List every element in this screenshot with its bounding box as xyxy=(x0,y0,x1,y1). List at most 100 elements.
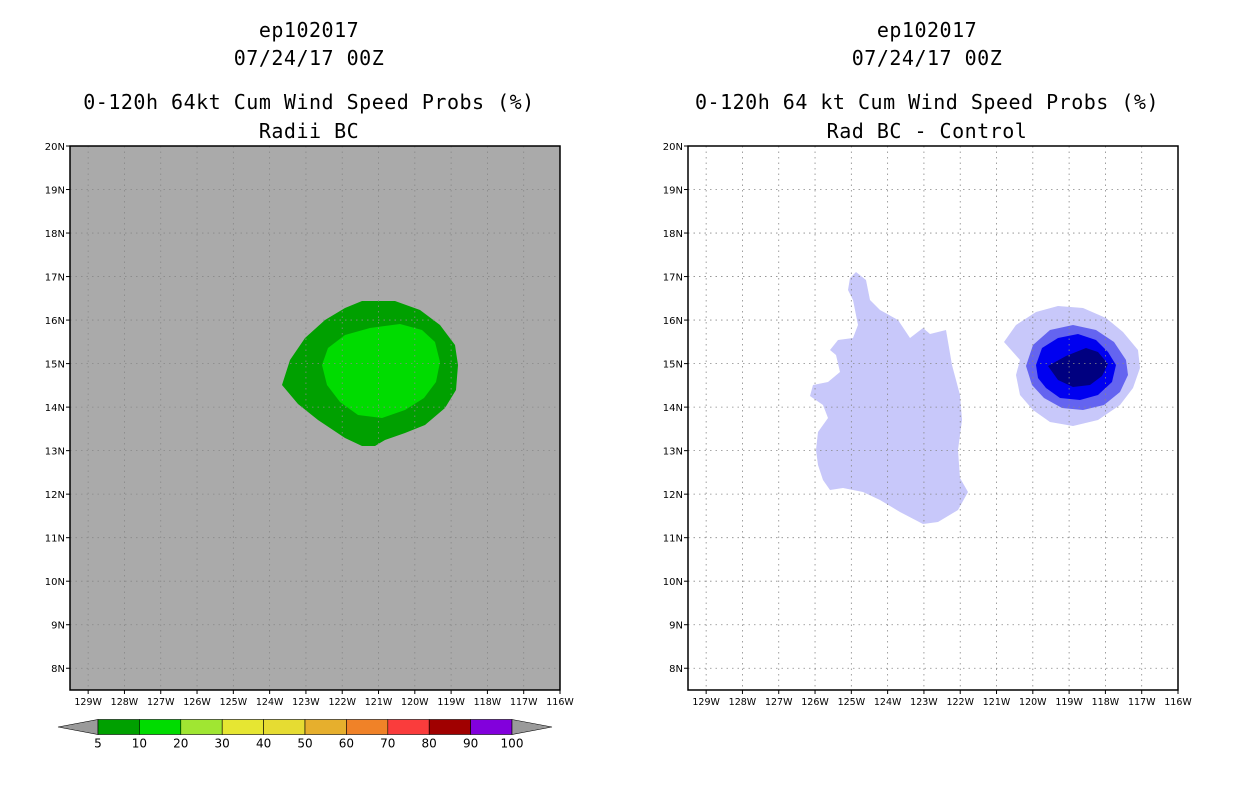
lon-tick-label: 124W xyxy=(256,697,284,708)
lon-tick-label: 124W xyxy=(874,697,902,708)
lat-tick-label: 13N xyxy=(45,447,65,458)
lon-tick-label: 126W xyxy=(801,697,829,708)
colorbar-label: 90 xyxy=(463,737,478,751)
right-diff-region-east-4 xyxy=(1048,348,1108,387)
lat-tick-label: 19N xyxy=(45,186,65,197)
lon-tick-label: 120W xyxy=(1019,697,1047,708)
lon-tick-label: 118W xyxy=(474,697,502,708)
lat-tick-label: 13N xyxy=(663,447,683,458)
colorbar-label: 20 xyxy=(173,737,188,751)
lon-tick-label: 128W xyxy=(111,697,139,708)
left-title-subtitle: Radii BC xyxy=(258,119,360,143)
left-prob-contour-10 xyxy=(322,324,440,418)
lon-tick-label: 120W xyxy=(401,697,429,708)
lat-tick-label: 18N xyxy=(45,229,65,240)
right-lat-labels: 20N 19N 18N 17N 16N 15N 14N 13N 12N 11N 10N 9N 8N xyxy=(663,142,683,675)
colorbar-label: 10 xyxy=(132,737,147,751)
lon-tick-label: 122W xyxy=(328,697,356,708)
lat-tick-label: 14N xyxy=(663,403,683,414)
lon-tick-label: 127W xyxy=(765,697,793,708)
colorbar-swatch xyxy=(139,719,182,735)
lat-tick-label: 16N xyxy=(45,316,65,327)
right-lon-labels: 129W 128W 127W 126W 125W 124W 123W 122W 121W 120W… xyxy=(692,697,1192,708)
colorbar-swatch xyxy=(387,719,430,735)
lon-tick-label: 128W xyxy=(729,697,757,708)
colorbar-swatch xyxy=(304,719,347,735)
lat-tick-label: 17N xyxy=(45,273,65,284)
lon-tick-label: 125W xyxy=(838,697,866,708)
lat-tick-label: 10N xyxy=(45,577,65,588)
colorbar-label: 5 xyxy=(94,737,102,751)
colorbar-label: 50 xyxy=(297,737,312,751)
right-panel: ep102017 07/24/17 00Z 0-120h 64 kt Cum W… xyxy=(618,0,1236,800)
right-title-product: 0-120h 64 kt Cum Wind Speed Probs (%) xyxy=(694,90,1160,114)
lat-tick-label: 16N xyxy=(663,316,683,327)
left-map-background xyxy=(70,146,560,690)
lon-tick-label: 117W xyxy=(510,697,538,708)
lat-tick-label: 14N xyxy=(45,403,65,414)
colorbar-swatch xyxy=(97,719,140,735)
right-map-frame xyxy=(687,145,1179,691)
lat-tick-label: 20N xyxy=(663,142,683,153)
lat-tick-label: 18N xyxy=(663,229,683,240)
colorbar-swatch xyxy=(346,719,389,735)
lon-tick-label: 118W xyxy=(1092,697,1120,708)
colorbar-label: 100 xyxy=(501,737,524,751)
lat-tick-label: 17N xyxy=(663,273,683,284)
left-map-frame xyxy=(69,145,561,691)
left-title-date: 07/24/17 00Z xyxy=(233,46,385,70)
lat-tick-label: 15N xyxy=(45,360,65,371)
lon-tick-label: 127W xyxy=(147,697,175,708)
left-title-storm: ep102017 xyxy=(258,18,360,42)
colorbar-label: 30 xyxy=(215,737,230,751)
colorbar-swatch xyxy=(263,719,306,735)
right-title-storm: ep102017 xyxy=(876,18,978,42)
lon-tick-label: 121W xyxy=(365,697,393,708)
colorbar-triangle-high xyxy=(511,719,553,735)
right-map: 20N 19N 18N 17N 16N 15N 14N 13N 12N 11N 10N 9N 8N 12… xyxy=(663,142,1193,708)
lon-tick-label: 129W xyxy=(692,697,720,708)
lat-tick-label: 8N xyxy=(51,664,65,675)
lat-tick-label: 10N xyxy=(663,577,683,588)
lon-tick-label: 117W xyxy=(1128,697,1156,708)
colorbar-label: 60 xyxy=(339,737,354,751)
lon-tick-label: 119W xyxy=(1055,697,1083,708)
colorbar-swatch xyxy=(470,719,513,735)
left-lon-labels: 129W 128W 127W 126W 125W 124W 123W 122W 121W 120W… xyxy=(74,697,574,708)
lat-tick-label: 9N xyxy=(51,621,65,632)
lon-tick-label: 116W xyxy=(546,697,574,708)
lat-tick-label: 12N xyxy=(663,490,683,501)
right-title-subtitle: Rad BC - Control xyxy=(826,119,1028,143)
colorbar-swatch xyxy=(180,719,223,735)
lat-tick-label: 11N xyxy=(45,534,65,545)
left-colorbar: 5 10 20 30 40 50 60 70 80 90 100 xyxy=(57,719,553,751)
colorbar-swatch xyxy=(221,719,264,735)
lon-tick-label: 116W xyxy=(1164,697,1192,708)
left-lat-labels: 20N 19N 18N 17N 16N 15N 14N 13N 12N 11N 10N 9N 8N xyxy=(45,142,65,675)
lon-tick-label: 119W xyxy=(437,697,465,708)
colorbar-label: 80 xyxy=(422,737,437,751)
lat-tick-label: 11N xyxy=(663,534,683,545)
lon-tick-label: 125W xyxy=(220,697,248,708)
lon-tick-label: 121W xyxy=(983,697,1011,708)
left-panel: ep102017 07/24/17 00Z 0-120h 64kt Cum Wi… xyxy=(45,18,575,751)
lat-tick-label: 20N xyxy=(45,142,65,153)
lat-tick-label: 19N xyxy=(663,186,683,197)
right-diff-region-west xyxy=(810,272,968,524)
lon-tick-label: 129W xyxy=(74,697,102,708)
lon-tick-label: 123W xyxy=(910,697,938,708)
lat-tick-label: 9N xyxy=(669,621,683,632)
lat-tick-label: 15N xyxy=(663,360,683,371)
lon-tick-label: 126W xyxy=(183,697,211,708)
lat-tick-label: 12N xyxy=(45,490,65,501)
left-title-product: 0-120h 64kt Cum Wind Speed Probs (%) xyxy=(83,90,535,114)
right-title-date: 07/24/17 00Z xyxy=(851,46,1003,70)
colorbar-swatch xyxy=(428,719,471,735)
lon-tick-label: 123W xyxy=(292,697,320,708)
colorbar-triangle-low xyxy=(57,719,99,735)
lat-tick-label: 8N xyxy=(669,664,683,675)
left-map: 20N 19N 18N 17N 16N 15N 14N 13N 12N 11N 10N 9N 8N 12… xyxy=(45,142,575,751)
colorbar-label: 70 xyxy=(380,737,395,751)
lon-tick-label: 122W xyxy=(946,697,974,708)
right-grid xyxy=(684,145,1179,694)
